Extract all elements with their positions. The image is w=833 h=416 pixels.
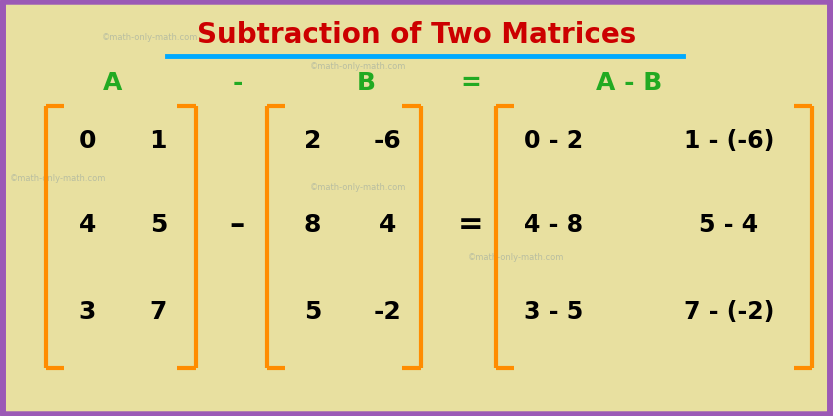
Text: A - B: A - B [596,71,662,95]
Text: 0: 0 [78,129,97,154]
Text: 5: 5 [304,300,321,324]
Text: 8: 8 [304,213,321,237]
Text: ©math-only-math.com: ©math-only-math.com [102,33,198,42]
Text: -2: -2 [373,300,402,324]
Text: 3 - 5: 3 - 5 [524,300,584,324]
Text: 0 - 2: 0 - 2 [525,129,583,154]
Text: ©math-only-math.com: ©math-only-math.com [310,62,407,71]
Text: 1: 1 [149,129,167,154]
Text: 4: 4 [379,213,396,237]
Text: 4: 4 [79,213,96,237]
Text: ©math-only-math.com: ©math-only-math.com [468,253,565,262]
Text: 4 - 8: 4 - 8 [525,213,583,237]
Text: ©math-only-math.com: ©math-only-math.com [10,174,107,183]
Text: –: – [230,210,245,239]
Text: A: A [102,71,122,95]
Text: =: = [460,71,481,95]
Text: 7: 7 [150,300,167,324]
Text: 3: 3 [79,300,96,324]
Text: -: - [232,71,242,95]
Text: B: B [357,71,376,95]
Text: Subtraction of Two Matrices: Subtraction of Two Matrices [197,21,636,50]
Text: 7 - (-2): 7 - (-2) [684,300,774,324]
Text: 1 - (-6): 1 - (-6) [684,129,774,154]
Text: 2: 2 [304,129,321,154]
Text: 5: 5 [150,213,167,237]
Text: =: = [458,210,483,239]
Text: ©math-only-math.com: ©math-only-math.com [310,183,407,192]
Text: -6: -6 [373,129,402,154]
Text: 5 - 4: 5 - 4 [700,213,758,237]
